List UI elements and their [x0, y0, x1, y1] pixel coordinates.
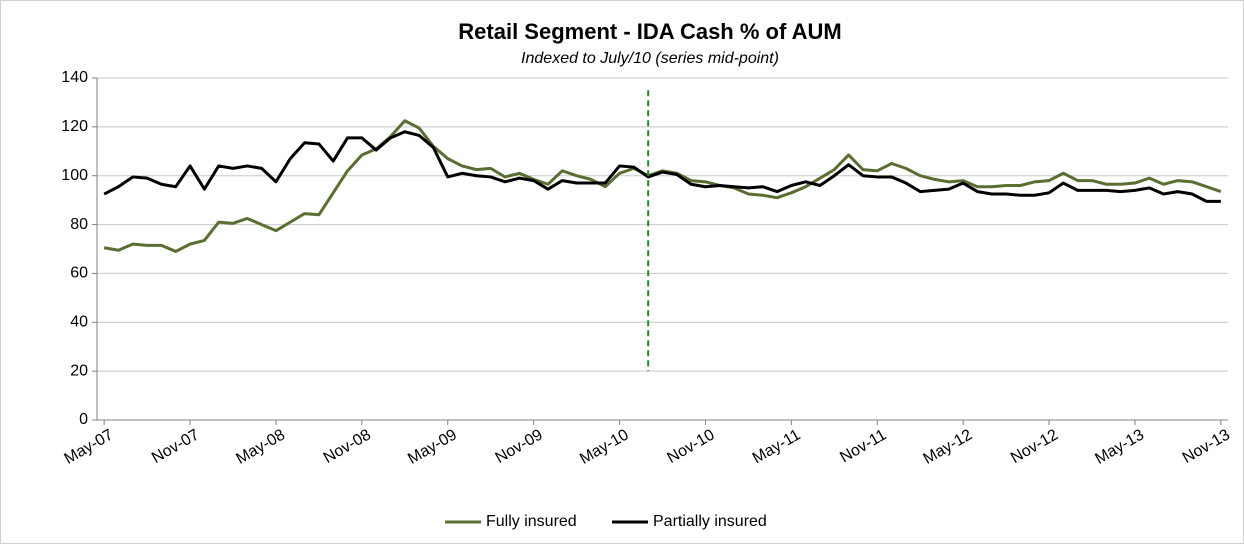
- chart-title: Retail Segment - IDA Cash % of AUM: [458, 19, 841, 44]
- y-tick-label: 100: [61, 167, 88, 184]
- legend-label: Partially insured: [653, 513, 767, 530]
- y-tick-label: 0: [79, 411, 88, 428]
- y-tick-label: 20: [70, 362, 88, 379]
- y-tick-label: 140: [61, 69, 88, 86]
- series-line: [103, 130, 1221, 203]
- chart-subtitle: Indexed to July/10 (series mid-point): [521, 50, 779, 67]
- legend-label: Fully insured: [486, 513, 577, 530]
- y-tick-label: 40: [70, 314, 88, 331]
- y-tick-label: 60: [70, 265, 88, 282]
- y-tick-label: 120: [61, 118, 88, 135]
- y-tick-label: 80: [70, 216, 88, 233]
